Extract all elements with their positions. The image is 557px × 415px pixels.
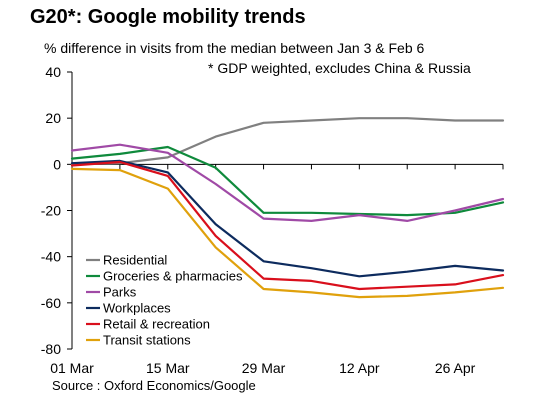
series-line-transit-stations [70,167,505,299]
x-tick-label: 15 Mar [146,360,190,376]
series-line-residential [70,117,505,166]
source-note: Source : Oxford Economics/Google [52,378,256,393]
y-tick-label: 20 [45,110,61,126]
chart-subtitle: % difference in visits from the median b… [44,40,425,56]
legend-label: Workplaces [103,301,171,316]
y-tick-label: -20 [41,203,61,219]
legend-label: Parks [103,285,137,300]
series-line-retail-recreation [70,160,505,291]
chart-footnote: * GDP weighted, excludes China & Russia [208,60,471,76]
series-line-parks [70,143,505,222]
legend-label: Groceries & pharmacies [103,269,243,284]
chart-title: G20*: Google mobility trends [30,6,306,28]
y-tick-label: -40 [41,249,61,265]
y-tick-label: 40 [45,64,61,80]
x-tick-label: 26 Apr [435,360,476,376]
x-tick-label: 01 Mar [50,360,94,376]
x-tick-label: 12 Apr [339,360,380,376]
legend-label: Retail & recreation [103,317,210,332]
y-tick-label: 0 [53,156,61,172]
series-line-workplaces [70,159,505,278]
axes: 40 20 0 -20 -40 -60 -80 01 Mar 15 Mar 29 Mar 12 Ap… [41,64,504,376]
legend-label: Residential [103,253,167,268]
series-lines [70,117,505,299]
x-tick-label: 29 Mar [242,360,286,376]
series-line-groceries-pharmacies [70,145,505,217]
y-tick-label: -60 [41,295,61,311]
legend-label: Transit stations [103,333,191,348]
y-tick-label: -80 [41,341,61,357]
